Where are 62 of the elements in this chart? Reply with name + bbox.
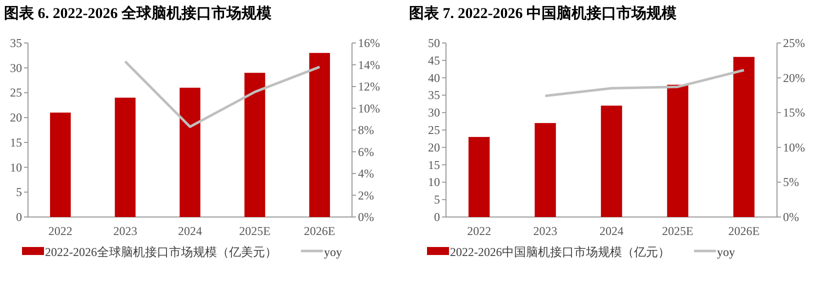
chart-title: 图表 7. 2022-2026 中国脑机接口市场规模 [409, 4, 678, 22]
legend-label: 2022-2026中国脑机接口市场规模（亿元） [450, 245, 670, 259]
x-tick-label: 2024 [600, 224, 624, 238]
y-tick-label: 50 [428, 36, 440, 50]
y-tick-label: 40 [428, 70, 440, 85]
y2-tick-label: 8% [358, 123, 374, 137]
x-tick-label: 2022 [467, 224, 492, 238]
y-tick-label: 15 [428, 158, 440, 172]
line-series [544, 68, 746, 98]
x-tick-label: 2025E [662, 224, 694, 238]
y2-tick-label: 14% [358, 58, 380, 72]
y-tick-label: 0 [434, 210, 440, 224]
y-tick-label: 5 [16, 185, 22, 200]
bar [468, 136, 490, 217]
x-tick-label: 2025E [239, 224, 270, 238]
y2-tick-label: 10% [783, 140, 805, 154]
bar [244, 72, 266, 217]
y2-tick-label: 10% [358, 101, 380, 116]
y-tick-label: 25 [10, 86, 22, 100]
y-tick-label: 35 [10, 36, 22, 50]
chart-title: 图表 6. 2022-2026 全球脑机接口市场规模 [4, 4, 272, 22]
bar [600, 106, 622, 217]
y2-tick-label: 0% [358, 210, 374, 224]
bar [50, 112, 71, 217]
legend-label: 2022-2026全球脑机接口市场规模（亿美元） [45, 245, 277, 259]
y2-tick-label: 2% [358, 188, 374, 202]
bar [180, 88, 200, 217]
y-tick-label: 10 [10, 160, 22, 174]
legend-label: yoy [324, 245, 342, 259]
y2-tick-label: 0% [783, 210, 799, 224]
x-tick-label: 2026E [304, 224, 336, 238]
x-tick-label: 2024 [178, 224, 202, 238]
y2-tick-label: 20% [783, 70, 805, 85]
y2-tick-label: 4% [358, 166, 374, 180]
x-tick-label: 2026E [728, 224, 760, 238]
y-tick-label: 20 [10, 110, 22, 125]
y-tick-label: 20 [428, 140, 440, 154]
y-tick-label: 15 [10, 135, 22, 150]
y2-tick-label: 5% [783, 175, 799, 190]
y-tick-label: 45 [428, 53, 440, 68]
y-tick-label: 10 [428, 175, 440, 190]
x-tick-label: 2023 [533, 224, 558, 238]
y2-tick-label: 15% [783, 106, 805, 120]
bar [309, 52, 330, 217]
bar [114, 98, 136, 217]
y2-tick-label: 6% [358, 144, 374, 159]
legend-label: yoy [717, 245, 735, 259]
y-tick-label: 30 [428, 106, 440, 120]
y-tick-label: 0 [16, 210, 22, 224]
y2-tick-label: 25% [783, 36, 805, 50]
y2-tick-label: 16% [358, 36, 380, 50]
bar [733, 56, 754, 217]
y-tick-label: 30 [10, 60, 22, 75]
y2-tick-label: 12% [358, 80, 380, 94]
y-tick-label: 5 [434, 192, 440, 207]
y-tick-label: 25 [428, 123, 440, 137]
x-tick-label: 2023 [113, 224, 138, 238]
y-tick-label: 35 [428, 88, 440, 102]
bar [667, 84, 688, 217]
line-series [124, 60, 321, 128]
x-tick-label: 2022 [48, 224, 72, 238]
bar [534, 123, 556, 217]
